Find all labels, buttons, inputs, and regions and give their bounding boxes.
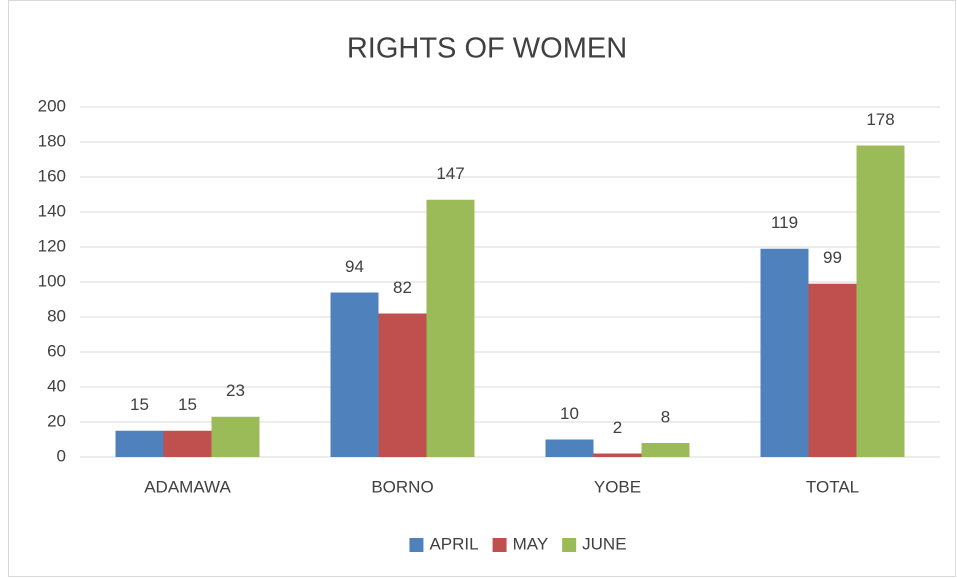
data-label: 82 <box>393 278 412 297</box>
bar <box>593 453 642 457</box>
bar <box>641 443 690 457</box>
bar <box>115 430 164 457</box>
y-tick-label: 0 <box>57 446 66 465</box>
y-tick-label: 140 <box>38 201 66 220</box>
data-label: 119 <box>771 213 798 232</box>
x-tick-label: TOTAL <box>806 477 859 496</box>
data-label: 15 <box>130 395 149 414</box>
legend-label: JUNE <box>582 534 626 553</box>
y-tick-label: 160 <box>38 166 66 185</box>
legend-swatch <box>492 538 507 552</box>
y-tick-label: 100 <box>38 271 66 290</box>
bar <box>378 313 427 457</box>
x-tick-label: ADAMAWA <box>144 477 231 496</box>
legend-label: MAY <box>513 534 549 553</box>
legend-swatch <box>409 538 424 552</box>
data-label: 178 <box>866 110 894 129</box>
y-tick-label: 200 <box>38 96 66 115</box>
legend-label: APRIL <box>429 534 478 553</box>
y-tick-label: 60 <box>47 341 66 360</box>
data-label: 23 <box>226 381 245 400</box>
data-label: 94 <box>345 257 364 276</box>
bar <box>856 145 905 457</box>
bar <box>330 292 379 457</box>
x-tick-label: BORNO <box>371 477 433 496</box>
bar <box>808 283 857 457</box>
y-tick-label: 40 <box>47 376 66 395</box>
data-label: 147 <box>436 164 464 183</box>
data-label: 15 <box>178 395 197 414</box>
bar <box>545 439 594 457</box>
data-label: 99 <box>823 248 842 267</box>
x-tick-label: YOBE <box>594 477 641 496</box>
y-tick-label: 180 <box>38 131 66 150</box>
bar <box>426 199 475 457</box>
data-label: 8 <box>661 407 670 426</box>
bar <box>163 430 212 457</box>
data-label: 10 <box>560 404 579 423</box>
y-tick-label: 80 <box>47 306 66 325</box>
chart-title: RIGHTS OF WOMEN <box>347 33 627 65</box>
y-tick-label: 120 <box>38 236 66 255</box>
data-label: 2 <box>613 418 622 437</box>
y-tick-label: 20 <box>47 411 66 430</box>
legend-swatch <box>562 538 577 552</box>
bar <box>211 416 260 457</box>
bar <box>760 248 809 457</box>
